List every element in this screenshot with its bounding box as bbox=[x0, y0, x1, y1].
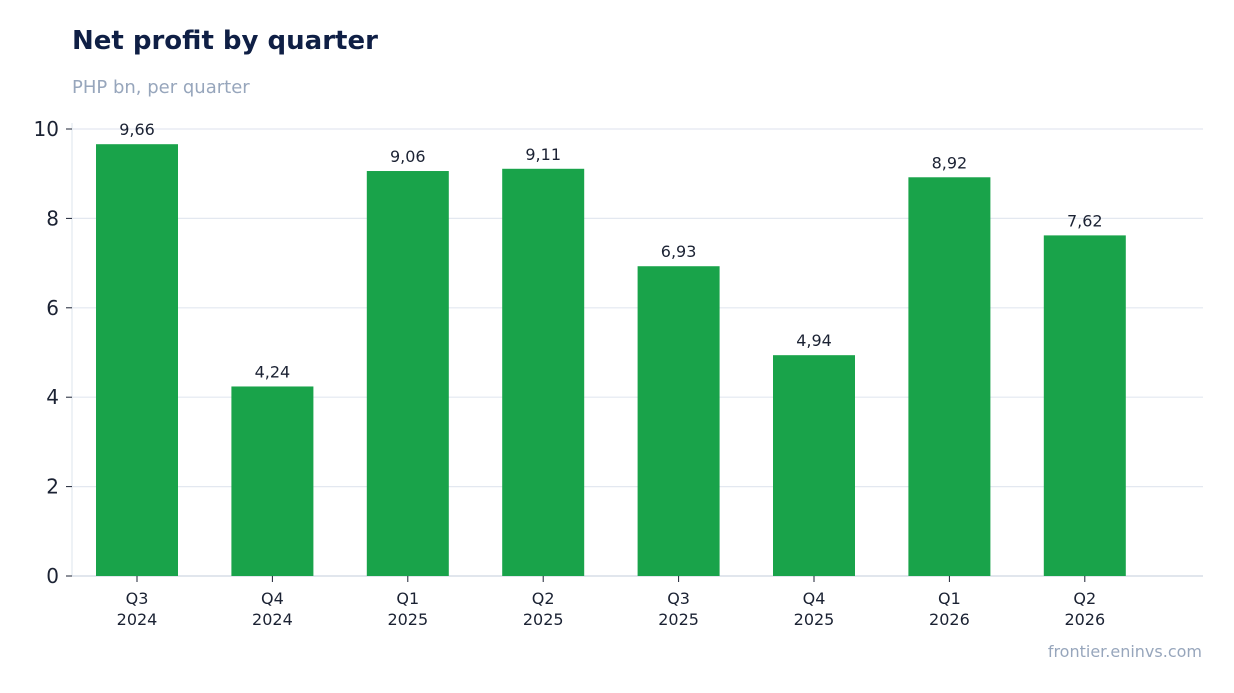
y-tick-label: 2 bbox=[46, 475, 59, 499]
bars bbox=[96, 144, 1126, 577]
x-axis-ticks: Q3 2024 Q4 2024 Q1 2025 Q2 2025 Q3 2025 Q4 2025 Q1 20… bbox=[117, 576, 1105, 629]
y-tick-label: 6 bbox=[46, 296, 59, 320]
x-tick-label-quarter: Q2 bbox=[1073, 589, 1096, 608]
bar-value-label: 9,11 bbox=[525, 145, 561, 164]
x-tick-label-quarter: Q3 bbox=[667, 589, 690, 608]
x-tick-label-year: 2025 bbox=[658, 610, 699, 629]
y-axis-ticks: 0 2 4 6 8 10 bbox=[34, 117, 72, 588]
x-tick-label-quarter: Q4 bbox=[803, 589, 826, 608]
bar bbox=[96, 144, 178, 576]
bar bbox=[773, 355, 855, 576]
x-tick-label-year: 2026 bbox=[929, 610, 970, 629]
x-tick-label-year: 2025 bbox=[794, 610, 835, 629]
x-tick-label-year: 2026 bbox=[1064, 610, 1105, 629]
bar bbox=[1043, 235, 1126, 577]
bar-value-label: 4,94 bbox=[796, 331, 832, 350]
x-tick-label-quarter: Q1 bbox=[938, 589, 961, 608]
bar-value-label: 8,92 bbox=[932, 153, 968, 172]
chart-subtitle: PHP bn, per quarter bbox=[72, 77, 250, 98]
x-tick-label-year: 2025 bbox=[523, 610, 564, 629]
bar-value-label: 4,24 bbox=[255, 362, 291, 381]
x-tick-label-year: 2024 bbox=[252, 610, 293, 629]
source-credit: frontier.eninvs.com bbox=[1047, 642, 1202, 661]
x-tick-label-quarter: Q2 bbox=[532, 589, 555, 608]
x-tick-label-quarter: Q4 bbox=[261, 589, 284, 608]
chart-title: Net profit by quarter bbox=[72, 26, 378, 56]
bar bbox=[637, 266, 720, 576]
bar bbox=[502, 168, 585, 576]
y-tick-label: 4 bbox=[46, 385, 59, 409]
y-tick-label: 0 bbox=[46, 564, 59, 588]
y-tick-label: 8 bbox=[46, 206, 59, 230]
bar-value-label: 9,66 bbox=[119, 120, 155, 139]
y-tick-label: 10 bbox=[34, 117, 59, 141]
bar-value-labels: 9,66 4,24 9,06 9,11 6,93 4,94 8,92 7,62 bbox=[119, 120, 1102, 381]
x-tick-label-quarter: Q3 bbox=[126, 589, 149, 608]
x-tick-label-year: 2024 bbox=[117, 610, 158, 629]
bar-value-label: 7,62 bbox=[1067, 211, 1103, 230]
x-tick-label-year: 2025 bbox=[387, 610, 428, 629]
bar bbox=[366, 171, 449, 576]
bar-value-label: 9,06 bbox=[390, 147, 426, 166]
bar bbox=[231, 386, 314, 576]
bar-value-label: 6,93 bbox=[661, 242, 697, 261]
bar bbox=[908, 177, 991, 576]
x-tick-label-quarter: Q1 bbox=[396, 589, 419, 608]
